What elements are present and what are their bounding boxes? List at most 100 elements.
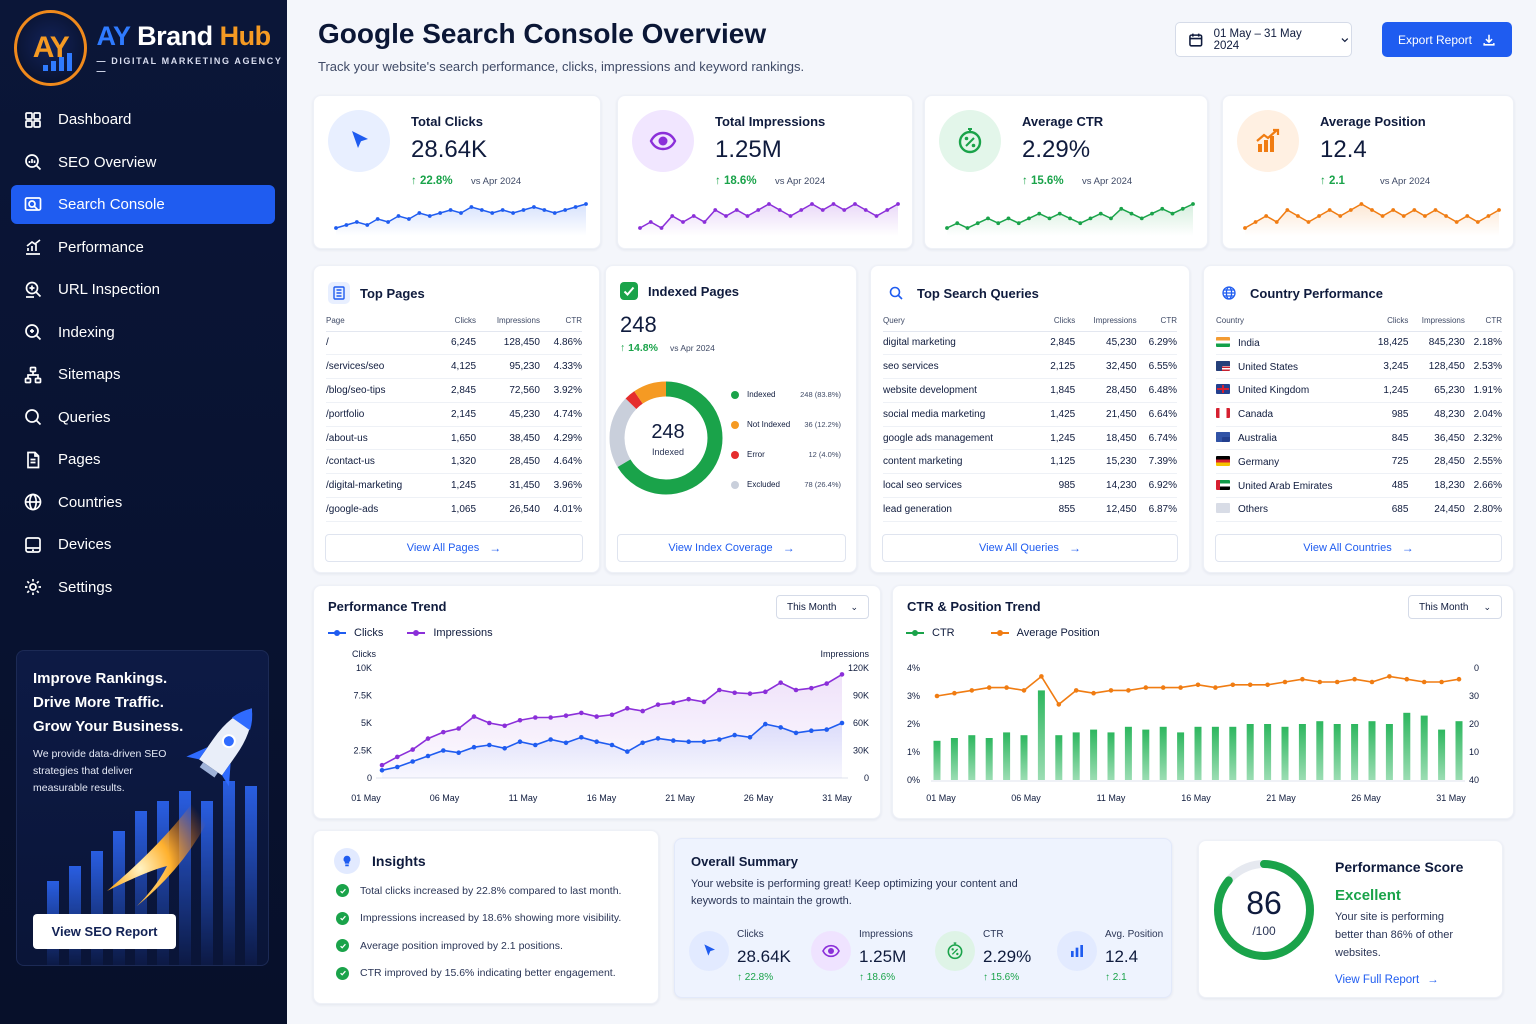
table-row[interactable]: United Kingdom 1,245 65,230 1.91% (1216, 378, 1502, 403)
clicks-point[interactable] (640, 740, 645, 746)
position-point[interactable] (1282, 679, 1288, 685)
ctr-bar[interactable] (1020, 735, 1028, 780)
date-range-picker[interactable]: 01 May – 31 May 2024 (1175, 22, 1352, 57)
clicks-point[interactable] (625, 749, 630, 754)
clicks-point[interactable] (793, 730, 799, 736)
ctr-bar[interactable] (1351, 724, 1359, 780)
table-row[interactable]: United States 3,245 128,450 2.53% (1216, 354, 1502, 380)
ctr-bar[interactable] (1124, 726, 1132, 780)
table-row[interactable]: seo services 2,125 32,450 6.55% (883, 354, 1177, 380)
clicks-point[interactable] (839, 720, 845, 726)
ctr-bar[interactable] (1194, 726, 1202, 780)
position-point[interactable] (986, 685, 992, 690)
view-all-countries-button[interactable]: View All Countries → (1215, 534, 1502, 562)
impressions-point[interactable] (471, 714, 477, 719)
clicks-point[interactable] (701, 739, 707, 744)
impressions-point[interactable] (686, 696, 691, 702)
table-row[interactable]: /blog/seo-tips 2,845 72,560 3.92% (326, 378, 582, 403)
table-row[interactable]: India 18,425 845,230 2.18% (1216, 331, 1502, 356)
clicks-point[interactable] (487, 742, 492, 748)
sidebar-item-seo-overview[interactable]: SEO Overview (11, 143, 275, 182)
table-row[interactable]: social media marketing 1,425 21,450 6.64% (883, 402, 1177, 427)
impressions-point[interactable] (717, 687, 722, 693)
position-point[interactable] (1317, 679, 1323, 685)
clicks-point[interactable] (379, 768, 385, 773)
position-point[interactable] (952, 690, 957, 696)
position-point[interactable] (1247, 682, 1253, 688)
impressions-point[interactable] (839, 672, 845, 677)
impressions-point[interactable] (533, 715, 538, 720)
impressions-point[interactable] (732, 690, 737, 696)
ctr-bar[interactable] (1090, 729, 1098, 780)
impressions-point[interactable] (456, 726, 461, 731)
position-point[interactable] (1387, 674, 1392, 679)
table-row[interactable]: /about-us 1,650 38,450 4.29% (326, 426, 582, 451)
position-point[interactable] (1404, 676, 1410, 682)
sidebar-item-dashboard[interactable]: Dashboard (11, 100, 275, 139)
clicks-point[interactable] (594, 739, 599, 744)
ctr-bar[interactable] (950, 738, 958, 780)
sidebar-item-indexing[interactable]: Indexing (11, 313, 275, 352)
clicks-point[interactable] (441, 748, 446, 753)
impressions-point[interactable] (625, 706, 630, 711)
clicks-point[interactable] (655, 736, 661, 741)
clicks-point[interactable] (471, 744, 477, 750)
table-row[interactable]: /contact-us 1,320 28,450 4.64% (326, 449, 582, 475)
impressions-point[interactable] (594, 714, 599, 719)
impressions-point[interactable] (701, 699, 707, 705)
ctr-bar[interactable] (1246, 724, 1254, 780)
ctr-bar[interactable] (1142, 729, 1150, 780)
ctr-bar[interactable] (933, 740, 941, 780)
clicks-point[interactable] (763, 721, 768, 727)
position-point[interactable] (1213, 685, 1218, 690)
position-point[interactable] (1039, 674, 1044, 679)
ctr-period-dropdown[interactable]: This Month ⌄ (1408, 595, 1502, 619)
position-point[interactable] (1300, 676, 1305, 682)
table-row[interactable]: /services/seo 4,125 95,230 4.33% (326, 354, 582, 380)
ctr-bar[interactable] (1177, 732, 1185, 780)
impressions-point[interactable] (609, 712, 615, 718)
view-full-report-link[interactable]: View Full Report → (1335, 974, 1439, 986)
ctr-bar[interactable] (1055, 735, 1063, 780)
ctr-bar[interactable] (1107, 732, 1115, 780)
sidebar-item-pages[interactable]: Pages (11, 440, 275, 479)
ctr-bar[interactable] (1281, 726, 1289, 780)
table-row[interactable]: /digital-marketing 1,245 31,450 3.96% (326, 473, 582, 499)
view-all-queries-button[interactable]: View All Queries → (882, 534, 1178, 562)
ctr-bar[interactable] (985, 738, 993, 780)
position-point[interactable] (1160, 685, 1166, 690)
ctr-bar[interactable] (1333, 724, 1341, 780)
view-seo-report-button[interactable]: View SEO Report (33, 914, 176, 949)
impressions-point[interactable] (747, 691, 753, 696)
position-point[interactable] (1143, 685, 1149, 690)
ctr-bar[interactable] (1229, 726, 1237, 780)
position-point[interactable] (1369, 679, 1375, 685)
impressions-point[interactable] (517, 717, 523, 723)
ctr-bar[interactable] (1438, 729, 1446, 780)
ctr-bar[interactable] (1264, 724, 1272, 780)
clicks-point[interactable] (609, 742, 615, 748)
clicks-point[interactable] (579, 735, 584, 740)
impressions-point[interactable] (395, 754, 400, 760)
clicks-point[interactable] (563, 740, 569, 746)
impressions-point[interactable] (671, 700, 676, 706)
position-point[interactable] (1073, 688, 1079, 693)
table-row[interactable]: local seo services 985 14,230 6.92% (883, 473, 1177, 499)
donut-slice-excluded[interactable] (609, 381, 723, 495)
brand[interactable]: AY AY Brand Hub — DIGITAL MARKETING AGEN… (14, 10, 287, 86)
position-point[interactable] (1456, 676, 1462, 682)
impressions-point[interactable] (502, 723, 507, 729)
impressions-point[interactable] (824, 681, 829, 686)
ctr-bar[interactable] (1403, 712, 1411, 780)
clicks-point[interactable] (533, 742, 538, 748)
position-point[interactable] (1352, 676, 1357, 682)
clicks-point[interactable] (395, 764, 400, 770)
position-point[interactable] (969, 688, 975, 693)
impressions-point[interactable] (763, 689, 768, 695)
impressions-point[interactable] (548, 715, 553, 720)
sidebar-item-sitemaps[interactable]: Sitemaps (11, 355, 275, 394)
view-index-coverage-button[interactable]: View Index Coverage → (617, 534, 846, 562)
position-point[interactable] (1126, 688, 1131, 693)
position-point[interactable] (1056, 702, 1062, 707)
clicks-point[interactable] (732, 732, 737, 738)
